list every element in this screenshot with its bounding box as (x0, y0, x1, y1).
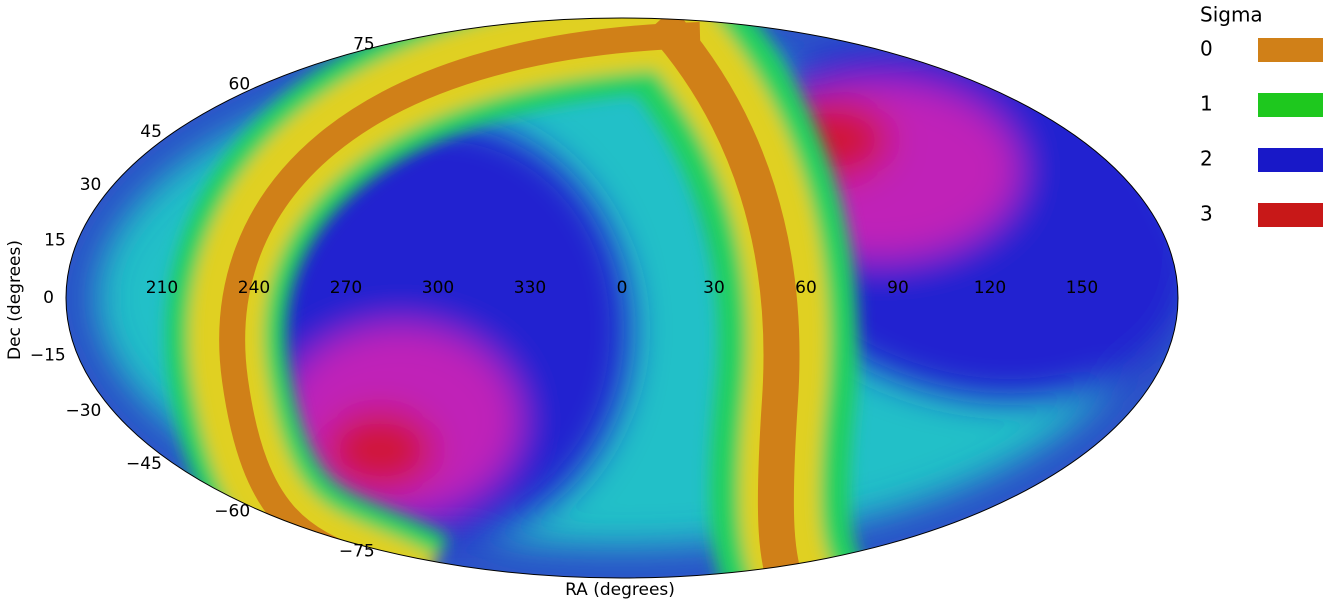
dec-tick-label: 30 (80, 175, 102, 195)
dec-tick-label: −30 (65, 401, 101, 421)
legend-label: 2 (1200, 147, 1213, 171)
legend-title: Sigma (1200, 3, 1263, 27)
map-outline (65, 17, 1179, 579)
legend-swatch (1258, 148, 1323, 172)
ra-tick-label: 60 (795, 278, 817, 298)
ra-tick-label: 330 (514, 278, 546, 298)
legend-swatch (1258, 203, 1323, 227)
ra-tick-label: 0 (617, 278, 628, 298)
dec-tick-label: −45 (126, 454, 162, 474)
y-axis-label: Dec (degrees) (5, 240, 25, 360)
ra-tick-label: 300 (422, 278, 454, 298)
ra-tick-label: 30 (703, 278, 725, 298)
ra-tick-label: 150 (1066, 278, 1098, 298)
legend-label: 1 (1200, 92, 1213, 116)
dec-tick-label: 45 (140, 122, 162, 142)
dec-tick-label: 75 (353, 34, 375, 54)
legend-swatch (1258, 38, 1323, 62)
dec-tick-label: −60 (214, 501, 250, 521)
dec-tick-label: 60 (229, 75, 251, 95)
legend-swatch (1258, 93, 1323, 117)
ra-tick-label: 120 (974, 278, 1006, 298)
ra-tick-label: 270 (330, 278, 362, 298)
ra-tick-label: 90 (887, 278, 909, 298)
legend-label: 0 (1200, 37, 1213, 61)
legend-label: 3 (1200, 202, 1213, 226)
x-axis-label: RA (degrees) (565, 580, 675, 600)
dec-tick-label: −15 (30, 345, 66, 365)
dec-tick-label: 15 (44, 231, 66, 251)
ra-tick-label: 210 (146, 278, 178, 298)
dec-tick-label: 0 (43, 288, 54, 308)
ra-tick-label: 240 (238, 278, 270, 298)
dec-tick-label: −75 (339, 542, 375, 562)
